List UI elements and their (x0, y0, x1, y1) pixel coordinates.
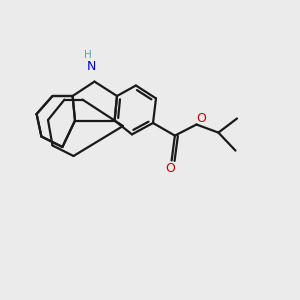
Text: N: N (87, 59, 96, 73)
Text: O: O (165, 162, 175, 176)
Text: H: H (84, 50, 92, 61)
Text: O: O (196, 112, 206, 125)
